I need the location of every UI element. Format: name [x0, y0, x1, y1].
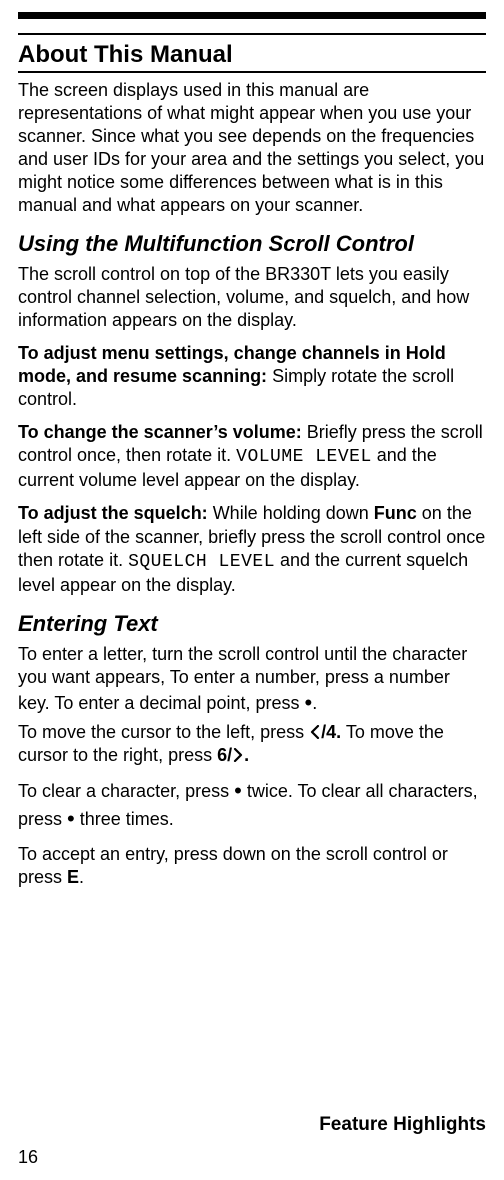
- adjust-squelch-a: While holding down: [208, 503, 374, 523]
- footer-title: Feature Highlights: [319, 1114, 486, 1136]
- rule-under-title: [18, 71, 486, 73]
- change-volume-bold: To change the scanner’s volume:: [18, 422, 302, 442]
- change-volume-paragraph: To change the scanner’s volume: Briefly …: [18, 421, 486, 492]
- enter-letter-b: .: [312, 693, 317, 713]
- move-cursor-paragraph: To move the cursor to the left, press /4…: [18, 721, 486, 767]
- scroll-intro-paragraph: The scroll control on top of the BR330T …: [18, 263, 486, 332]
- key-6: 6/: [217, 745, 232, 765]
- func-label: Func: [374, 503, 417, 523]
- adjust-menu-paragraph: To adjust menu settings, change channels…: [18, 342, 486, 411]
- intro-paragraph: The screen displays used in this manual …: [18, 79, 486, 217]
- clear-char-a: To clear a character, press: [18, 781, 234, 801]
- key-E: E: [67, 867, 79, 887]
- key-4: /4.: [321, 722, 341, 742]
- accept-entry-paragraph: To accept an entry, press down on the sc…: [18, 843, 486, 889]
- chevron-left-icon: [309, 725, 321, 739]
- clear-char-paragraph: To clear a character, press • twice. To …: [18, 777, 486, 833]
- dot-icon: •: [67, 806, 75, 831]
- adjust-squelch-bold: To adjust the squelch:: [18, 503, 208, 523]
- clear-char-c: three times.: [75, 809, 174, 829]
- rule-thin: [18, 33, 486, 35]
- subheading-scroll-control: Using the Multifunction Scroll Control: [18, 231, 486, 257]
- section-title: About This Manual: [18, 41, 486, 69]
- subheading-entering-text: Entering Text: [18, 611, 486, 637]
- adjust-squelch-paragraph: To adjust the squelch: While holding dow…: [18, 502, 486, 596]
- chevron-right-icon: [232, 748, 244, 762]
- page-number: 16: [18, 1147, 38, 1168]
- enter-letter-a: To enter a letter, turn the scroll contr…: [18, 644, 467, 713]
- volume-level-mono: VOLUME LEVEL: [236, 447, 372, 467]
- page-container: About This Manual The screen displays us…: [0, 0, 504, 1180]
- dot-icon: •: [234, 778, 242, 803]
- squelch-level-mono: SQUELCH LEVEL: [128, 552, 275, 572]
- move-cursor-a: To move the cursor to the left, press: [18, 722, 309, 742]
- rule-thick: [18, 12, 486, 19]
- accept-entry-b: .: [79, 867, 84, 887]
- enter-letter-paragraph: To enter a letter, turn the scroll contr…: [18, 643, 486, 717]
- move-cursor-c: .: [244, 745, 249, 765]
